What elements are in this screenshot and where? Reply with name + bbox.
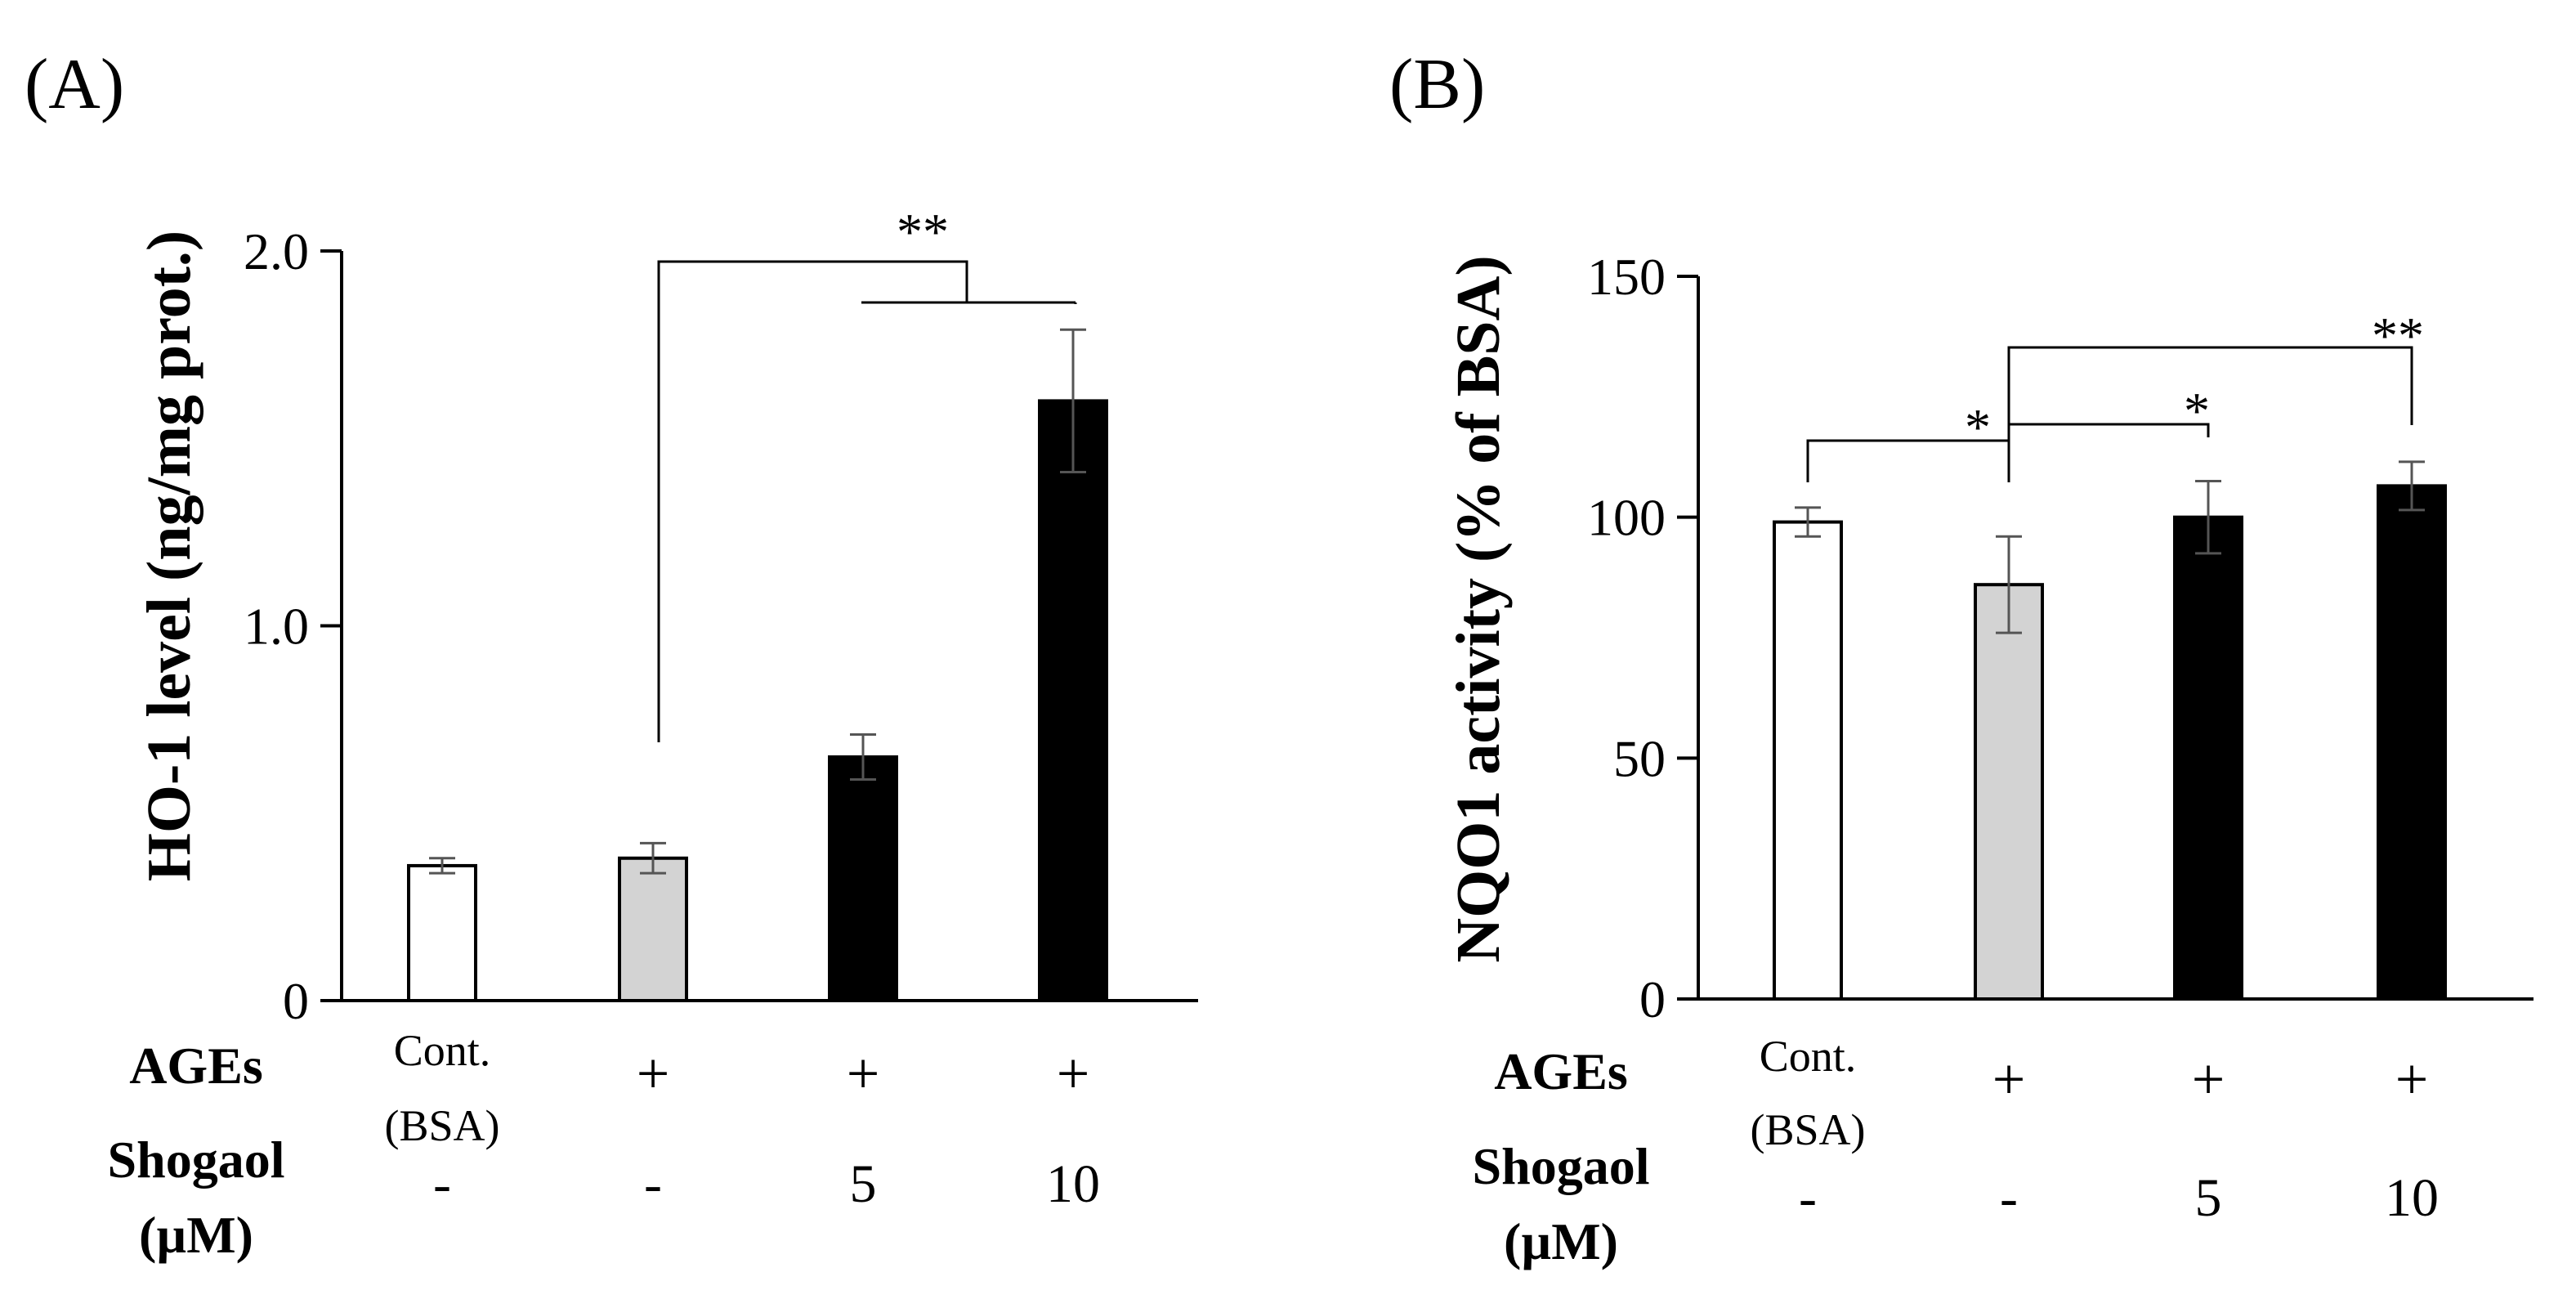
shogaol-row-value: - — [1799, 1168, 1817, 1228]
ages-row-value: + — [637, 1041, 670, 1106]
panel-b-bars — [1773, 460, 2447, 1001]
ages-row-value: + — [1992, 1046, 2026, 1112]
ages-row-value: + — [847, 1041, 880, 1106]
panel-b-y-ticks: 0 50 100 150 — [1587, 248, 1698, 1028]
significance-bracket — [657, 260, 968, 742]
shogaol-row-value: - — [644, 1154, 662, 1214]
panel-a-bars — [407, 328, 1108, 1003]
bar — [828, 755, 898, 1002]
panel-a-condition-rows: Cont. (BSA) + + + - - 5 10 — [384, 1026, 1100, 1214]
significance-bracket — [2007, 346, 2413, 482]
panel-b-ages-row-label: AGEs — [1494, 1042, 1628, 1100]
panel-b-shogaol-row-label: Shogaol — [1473, 1137, 1650, 1195]
shogaol-row-value: 10 — [2385, 1168, 2439, 1228]
panel-b-condition-rows: Cont. (BSA) + + + - - 5 10 — [1750, 1032, 2439, 1228]
significance-label: * — [1965, 398, 1991, 456]
panel-b-y-axis-label: NQO1 activity (% of BSA) — [1444, 255, 1513, 962]
panel-a-y-axis-label: HO-1 level (ng/mg prot.) — [135, 231, 203, 881]
shogaol-row-value: 5 — [850, 1154, 877, 1214]
ages-row-value: + — [2192, 1046, 2225, 1112]
ages-row-value: Cont. — [1760, 1032, 1857, 1081]
panel-b: (B) NQO1 activity (% of BSA) 0 50 100 150 *… — [1389, 45, 2534, 1270]
panel-a-shogaol-unit-label: (µM) — [139, 1206, 253, 1264]
ages-row-value: + — [1057, 1041, 1090, 1106]
significance-label: ** — [2372, 307, 2424, 365]
bar — [1974, 583, 2044, 1001]
panel-a-significance: ** — [657, 203, 1077, 742]
shogaol-row-value: - — [433, 1154, 451, 1214]
shogaol-row-value: 5 — [2195, 1168, 2222, 1228]
y-tick-label: 50 — [1613, 729, 1666, 787]
y-tick-label: 100 — [1587, 489, 1666, 547]
bar — [618, 856, 688, 1003]
panel-a-y-ticks: 0 1.0 2.0 — [244, 222, 342, 1030]
panel-b-significance: * *** — [1806, 307, 2424, 482]
significance-label: ** — [897, 203, 949, 261]
ages-row-value: + — [2395, 1046, 2429, 1112]
significance-bracket — [2007, 423, 2210, 482]
panel-a-label: (A) — [25, 45, 124, 124]
bar — [1038, 399, 1108, 1002]
bar — [1773, 520, 1843, 1001]
panel-a-ages-row-label: AGEs — [129, 1037, 263, 1095]
y-tick-label: 0 — [1639, 970, 1666, 1028]
panel-b-label: (B) — [1389, 45, 1485, 124]
y-tick-label: 150 — [1587, 248, 1666, 306]
panel-a-shogaol-row-label: Shogaol — [108, 1131, 285, 1189]
y-tick-label: 2.0 — [244, 222, 309, 280]
ages-row-value: Cont. — [394, 1026, 491, 1075]
y-tick-label: 1.0 — [244, 598, 309, 656]
panel-a: (A) HO-1 level (ng/mg prot.) 01.02.0 ** … — [25, 45, 1198, 1264]
bar — [407, 863, 477, 1002]
shogaol-row-value: - — [2000, 1168, 2018, 1228]
significance-label: * — [2184, 382, 2210, 440]
shogaol-row-value: 10 — [1046, 1154, 1100, 1214]
ages-row-value: (BSA) — [1750, 1105, 1865, 1154]
bar — [2173, 515, 2243, 1001]
y-tick-label: 0 — [283, 972, 309, 1030]
panel-b-shogaol-unit-label: (µM) — [1504, 1212, 1618, 1270]
bar — [2377, 484, 2447, 1001]
ages-row-value: (BSA) — [384, 1101, 499, 1150]
